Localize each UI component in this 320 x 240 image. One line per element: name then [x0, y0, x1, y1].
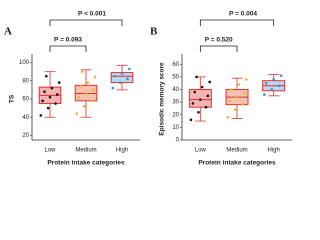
y-tick-label: 20: [22, 133, 29, 139]
data-point: [57, 81, 61, 84]
x-tick-label: Medium: [226, 148, 247, 154]
data-point: [126, 77, 129, 81]
data-point: [82, 104, 86, 108]
data-point: [77, 95, 80, 99]
data-point: [243, 92, 246, 95]
data-point: [245, 78, 248, 81]
data-point: [118, 81, 122, 84]
p-value: P = 0.093: [54, 37, 82, 44]
data-point: [263, 93, 266, 96]
data-point: [79, 84, 82, 88]
x-tick-label: High: [116, 148, 128, 154]
p-value: P < 0.001: [78, 11, 106, 18]
data-point: [270, 88, 274, 91]
data-point: [92, 88, 95, 92]
data-point: [264, 81, 268, 85]
x-tick-label: Low: [44, 148, 56, 154]
data-point: [195, 75, 198, 79]
data-point: [86, 81, 90, 84]
data-point: [237, 83, 241, 86]
y-tick-label: 20: [172, 112, 179, 118]
data-point: [206, 94, 210, 98]
panel-label: A: [4, 26, 12, 38]
data-point: [226, 115, 229, 119]
significance-bracket: [49, 45, 87, 52]
data-point: [90, 99, 93, 103]
x-tick-label: High: [267, 148, 279, 154]
data-point: [50, 86, 54, 90]
data-point: [233, 108, 237, 112]
data-point: [230, 88, 233, 91]
data-point: [208, 80, 211, 84]
y-tick-label: 10: [172, 125, 179, 131]
y-tick-label: 50: [172, 75, 179, 81]
data-point: [199, 98, 202, 101]
panel-label: B: [150, 26, 158, 38]
data-point: [48, 95, 52, 99]
data-point: [277, 84, 281, 88]
y-tick-label: 100: [19, 60, 30, 66]
data-point: [45, 74, 48, 78]
data-point: [43, 90, 46, 94]
data-point: [113, 74, 116, 78]
data-point: [84, 92, 88, 95]
data-point: [193, 90, 197, 94]
data-point: [200, 85, 204, 89]
y-tick-label: 60: [22, 97, 29, 103]
p-value: P = 0.004: [229, 11, 257, 18]
y-tick-label: 40: [22, 115, 29, 121]
data-point: [279, 74, 283, 77]
y-tick-label: 80: [22, 78, 29, 84]
data-point: [54, 102, 57, 105]
y-tick-label: 60: [172, 62, 179, 68]
significance-bracket: [199, 19, 275, 26]
y-axis-label: TS: [9, 94, 16, 103]
data-point: [191, 102, 195, 105]
x-axis-label: Protein intake categories: [47, 160, 125, 167]
data-point: [228, 99, 231, 103]
y-axis-label: Episodic memory score: [159, 62, 166, 136]
x-axis-label: Protein intake categories: [198, 160, 276, 167]
p-value: P = 0.520: [205, 37, 233, 44]
y-tick-label: 30: [172, 100, 179, 106]
data-point: [81, 70, 84, 73]
data-point: [189, 118, 193, 122]
data-point: [204, 105, 208, 109]
y-tick-label: 40: [172, 87, 179, 93]
data-point: [197, 110, 200, 114]
data-point: [46, 106, 50, 110]
data-point: [41, 99, 44, 103]
data-point: [93, 75, 97, 79]
data-point: [75, 112, 79, 115]
data-point: [120, 72, 124, 75]
y-tick-label: 0: [176, 138, 180, 144]
significance-bracket: [49, 19, 123, 26]
x-tick-label: Low: [195, 148, 207, 154]
data-point: [241, 103, 244, 106]
data-point: [272, 78, 275, 81]
significance-bracket: [199, 45, 238, 52]
data-point: [111, 86, 115, 90]
x-tick-label: Medium: [75, 148, 96, 154]
data-point: [56, 93, 59, 96]
data-point: [128, 67, 131, 71]
data-point: [235, 95, 239, 99]
data-point: [39, 114, 43, 117]
